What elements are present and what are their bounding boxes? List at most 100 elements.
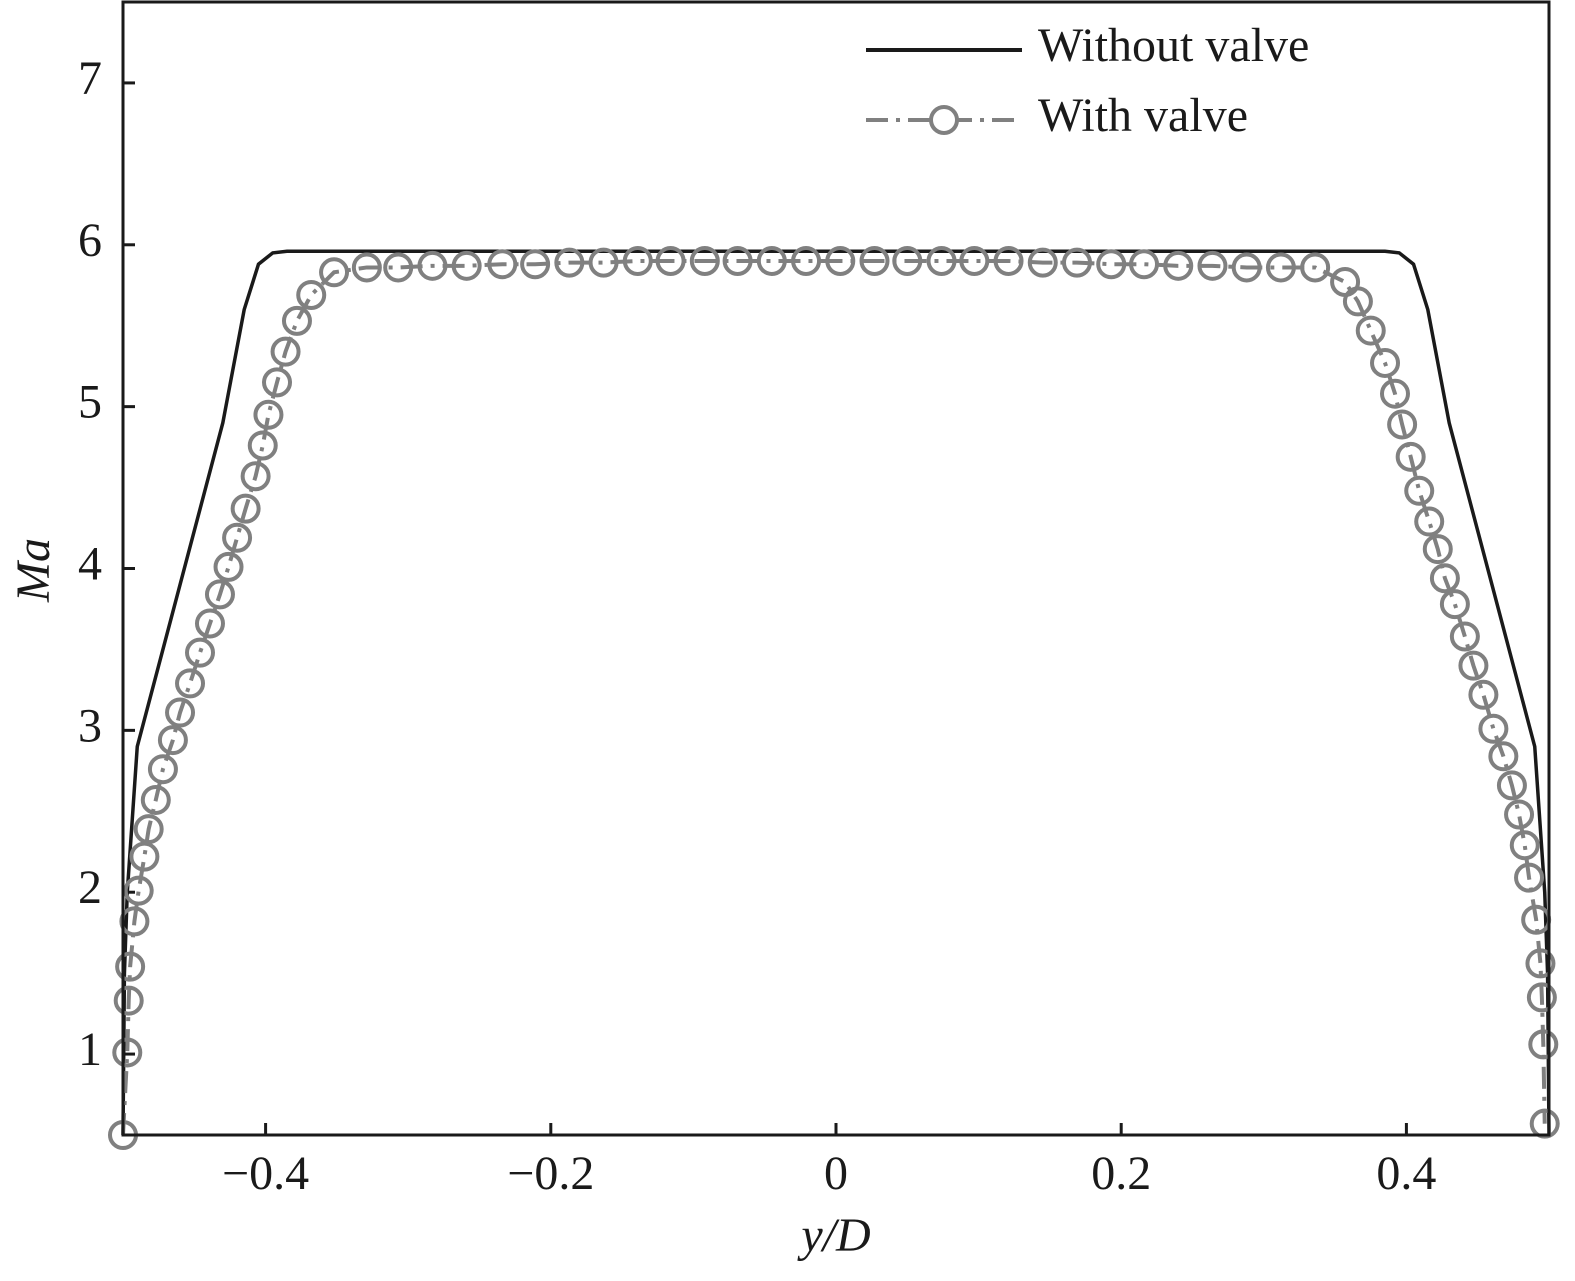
series-marker bbox=[825, 245, 856, 276]
series-marker bbox=[1439, 589, 1470, 620]
series-marker bbox=[1129, 249, 1160, 280]
x-tick-label: −0.4 bbox=[222, 1147, 309, 1200]
series-marker bbox=[926, 245, 957, 276]
series-marker bbox=[1197, 250, 1228, 281]
y-axis-label: Ma bbox=[7, 538, 60, 603]
series-marker bbox=[319, 257, 350, 288]
series-marker bbox=[1468, 679, 1499, 710]
series-marker bbox=[959, 245, 990, 276]
series-marker bbox=[1379, 378, 1410, 409]
series-marker bbox=[1300, 252, 1331, 283]
legend-marker bbox=[929, 105, 959, 135]
y-tick-label: 5 bbox=[78, 376, 102, 429]
series-marker bbox=[1096, 249, 1127, 280]
series-marker bbox=[1504, 799, 1535, 830]
series-marker bbox=[1414, 506, 1445, 537]
series-marker bbox=[1488, 741, 1519, 772]
series-marker bbox=[859, 245, 890, 276]
series-marker bbox=[351, 252, 382, 283]
series-marker bbox=[487, 249, 518, 280]
x-tick-label: 0.2 bbox=[1091, 1147, 1151, 1200]
series-marker bbox=[1528, 1029, 1559, 1060]
series-marker bbox=[1429, 563, 1460, 594]
plot-frame bbox=[121, 0, 1551, 1137]
series-marker bbox=[1509, 830, 1540, 861]
series-marker bbox=[1342, 286, 1373, 317]
series-marker bbox=[756, 245, 787, 276]
series-line bbox=[121, 249, 1551, 1136]
series-marker bbox=[451, 250, 482, 281]
series-marker bbox=[1027, 247, 1058, 278]
series-marker bbox=[157, 725, 188, 756]
series-marker bbox=[175, 668, 206, 699]
series-marker bbox=[296, 279, 327, 310]
series-marker bbox=[520, 249, 551, 280]
series-marker bbox=[113, 985, 144, 1016]
series-marker bbox=[194, 608, 225, 639]
series-marker bbox=[115, 951, 146, 982]
series-marker bbox=[1422, 534, 1453, 565]
series-marker bbox=[1395, 441, 1426, 472]
series-marker bbox=[1458, 650, 1489, 681]
series-marker bbox=[588, 247, 619, 278]
x-axis-label: y/D bbox=[796, 1209, 870, 1262]
series-marker bbox=[1330, 267, 1361, 298]
legend-label: With valve bbox=[1038, 89, 1248, 142]
y-tick-label: 2 bbox=[78, 861, 102, 914]
series-marker bbox=[123, 875, 154, 906]
series-marker bbox=[383, 252, 414, 283]
series-marker bbox=[147, 754, 178, 785]
series-marker bbox=[1231, 252, 1262, 283]
series-marker bbox=[185, 637, 216, 668]
series-marker bbox=[1061, 247, 1092, 278]
series-marker bbox=[1355, 315, 1386, 346]
y-tick-label: 1 bbox=[78, 1023, 102, 1076]
legend-label: Without valve bbox=[1038, 19, 1309, 72]
series-marker bbox=[1449, 621, 1480, 652]
series-marker bbox=[133, 814, 164, 845]
series-marker bbox=[1387, 409, 1418, 440]
series-marker bbox=[247, 430, 278, 461]
series-marker bbox=[112, 1037, 143, 1068]
x-tick-label: 0 bbox=[824, 1147, 848, 1200]
series-marker bbox=[689, 245, 720, 276]
series-marker bbox=[1514, 862, 1545, 893]
series-marker bbox=[1529, 1108, 1560, 1139]
x-tick-label: −0.2 bbox=[507, 1147, 594, 1200]
x-tick-label: 0.4 bbox=[1376, 1147, 1436, 1200]
series-marker bbox=[1265, 252, 1296, 283]
series-marker bbox=[222, 522, 253, 553]
y-tick-label: 7 bbox=[78, 52, 102, 105]
series-marker bbox=[417, 250, 448, 281]
series-marker bbox=[722, 245, 753, 276]
series-marker bbox=[892, 245, 923, 276]
series-marker bbox=[1525, 948, 1556, 979]
series-marker bbox=[253, 399, 284, 430]
series-marker bbox=[554, 247, 585, 278]
series-marker bbox=[655, 245, 686, 276]
series-marker bbox=[1478, 713, 1509, 744]
y-tick-label: 6 bbox=[78, 214, 102, 267]
series-line bbox=[121, 258, 1547, 1136]
series-marker bbox=[622, 245, 653, 276]
series-marker bbox=[1526, 982, 1557, 1013]
series-marker bbox=[1370, 347, 1401, 378]
series-marker bbox=[791, 245, 822, 276]
series-marker bbox=[213, 551, 244, 582]
series-marker bbox=[270, 336, 301, 367]
series-marker bbox=[993, 245, 1024, 276]
series-marker bbox=[204, 579, 235, 610]
series-marker bbox=[281, 305, 312, 336]
series-marker bbox=[262, 367, 293, 398]
series-marker bbox=[140, 784, 171, 815]
series-marker bbox=[1496, 770, 1527, 801]
series-marker bbox=[240, 461, 271, 492]
series-marker bbox=[1404, 475, 1435, 506]
y-tick-label: 4 bbox=[78, 538, 102, 591]
series-marker bbox=[165, 697, 196, 728]
y-tick-label: 3 bbox=[78, 699, 102, 752]
series-marker bbox=[230, 493, 261, 524]
series-marker bbox=[1163, 250, 1194, 281]
series-marker bbox=[129, 841, 160, 872]
